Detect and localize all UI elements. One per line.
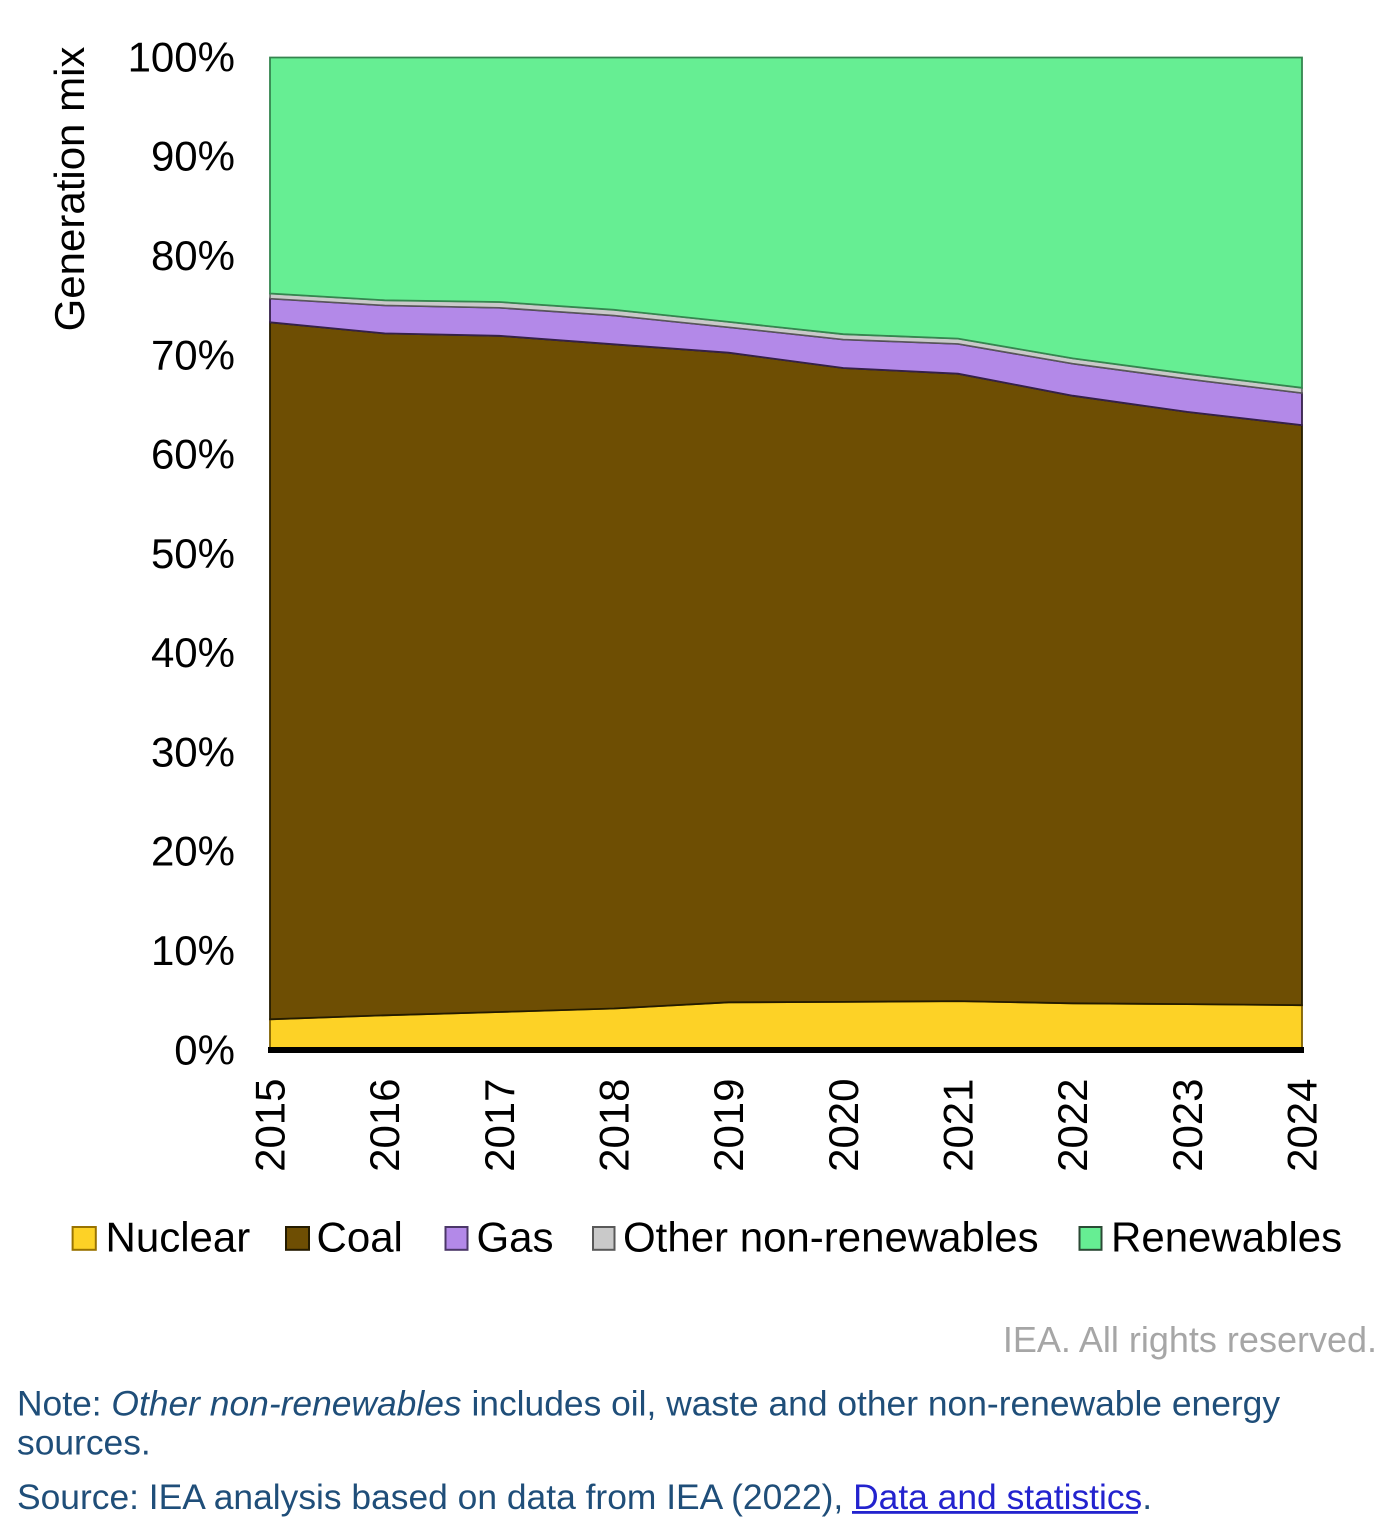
svg-text:80%: 80% xyxy=(151,232,235,279)
svg-text:Source: IEA analysis based on: Source: IEA analysis based on data from … xyxy=(17,1477,1152,1517)
svg-text:2018: 2018 xyxy=(591,1078,638,1171)
svg-text:Note: Other non-renewables inc: Note: Other non-renewables includes oil,… xyxy=(17,1384,1280,1424)
svg-text:70%: 70% xyxy=(151,331,235,378)
svg-text:Gas: Gas xyxy=(477,1214,554,1261)
svg-text:2017: 2017 xyxy=(476,1078,523,1171)
svg-text:IEA. All rights reserved.: IEA. All rights reserved. xyxy=(1003,1319,1377,1360)
svg-text:Other non-renewables: Other non-renewables xyxy=(623,1214,1039,1261)
svg-text:20%: 20% xyxy=(151,828,235,875)
svg-text:2024: 2024 xyxy=(1279,1078,1326,1171)
svg-text:100%: 100% xyxy=(128,33,235,80)
svg-text:10%: 10% xyxy=(151,927,235,974)
svg-text:Coal: Coal xyxy=(317,1214,403,1261)
svg-text:2021: 2021 xyxy=(935,1078,982,1171)
svg-text:60%: 60% xyxy=(151,431,235,478)
svg-text:2022: 2022 xyxy=(1049,1078,1096,1171)
svg-text:2023: 2023 xyxy=(1164,1078,1211,1171)
svg-text:2020: 2020 xyxy=(820,1078,867,1171)
svg-text:30%: 30% xyxy=(151,728,235,775)
svg-text:40%: 40% xyxy=(151,629,235,676)
svg-text:2019: 2019 xyxy=(705,1078,752,1171)
svg-text:Renewables: Renewables xyxy=(1111,1214,1342,1261)
svg-text:2015: 2015 xyxy=(247,1078,294,1171)
svg-text:90%: 90% xyxy=(151,133,235,180)
svg-text:Generation mix: Generation mix xyxy=(46,47,93,332)
svg-text:50%: 50% xyxy=(151,530,235,577)
svg-text:Nuclear: Nuclear xyxy=(106,1214,251,1261)
svg-text:2016: 2016 xyxy=(361,1078,408,1171)
svg-text:0%: 0% xyxy=(174,1026,235,1073)
svg-text:sources.: sources. xyxy=(17,1423,151,1463)
